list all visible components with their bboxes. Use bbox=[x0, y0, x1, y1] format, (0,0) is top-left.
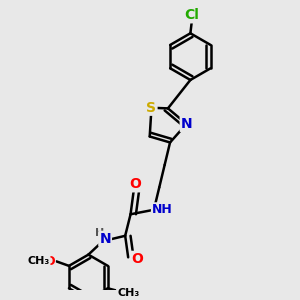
Text: NH: NH bbox=[152, 203, 172, 216]
Text: CH₃: CH₃ bbox=[27, 256, 50, 266]
Text: N: N bbox=[99, 232, 111, 246]
Text: Cl: Cl bbox=[184, 8, 199, 22]
Text: O: O bbox=[131, 252, 143, 266]
Text: N: N bbox=[181, 117, 192, 131]
Text: S: S bbox=[146, 101, 157, 115]
Text: CH₃: CH₃ bbox=[117, 288, 139, 298]
Text: H: H bbox=[95, 228, 104, 238]
Text: O: O bbox=[129, 177, 141, 191]
Text: O: O bbox=[44, 255, 55, 268]
